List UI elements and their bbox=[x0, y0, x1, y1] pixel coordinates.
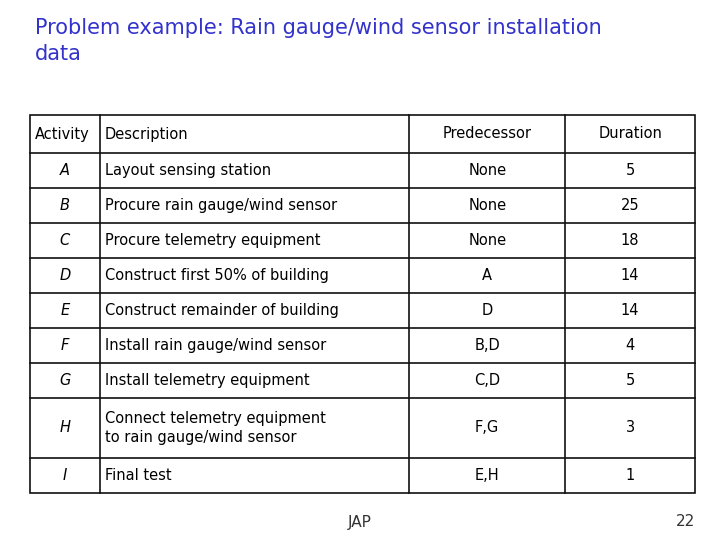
Text: Procure telemetry equipment: Procure telemetry equipment bbox=[105, 233, 320, 248]
Text: Construct remainder of building: Construct remainder of building bbox=[105, 303, 338, 318]
Text: Predecessor: Predecessor bbox=[443, 126, 531, 141]
Text: E: E bbox=[60, 303, 70, 318]
Text: Procure rain gauge/wind sensor: Procure rain gauge/wind sensor bbox=[105, 198, 337, 213]
Text: B,D: B,D bbox=[474, 338, 500, 353]
Text: C: C bbox=[60, 233, 70, 248]
Text: A: A bbox=[60, 163, 70, 178]
Text: 14: 14 bbox=[621, 268, 639, 283]
Text: F: F bbox=[60, 338, 69, 353]
Bar bbox=[30, 115, 695, 493]
Text: 4: 4 bbox=[626, 338, 635, 353]
Text: 3: 3 bbox=[626, 421, 635, 435]
Text: Install telemetry equipment: Install telemetry equipment bbox=[105, 373, 310, 388]
Text: Duration: Duration bbox=[598, 126, 662, 141]
Text: 1: 1 bbox=[626, 468, 635, 483]
Text: Problem example: Rain gauge/wind sensor installation
data: Problem example: Rain gauge/wind sensor … bbox=[35, 18, 602, 64]
Text: F,G: F,G bbox=[475, 421, 499, 435]
Text: D: D bbox=[482, 303, 492, 318]
Text: None: None bbox=[468, 198, 506, 213]
Text: JAP: JAP bbox=[348, 515, 372, 530]
Text: Activity: Activity bbox=[35, 126, 90, 141]
Text: 5: 5 bbox=[626, 163, 635, 178]
Text: D: D bbox=[59, 268, 71, 283]
Text: A: A bbox=[482, 268, 492, 283]
Text: I: I bbox=[63, 468, 67, 483]
Text: H: H bbox=[60, 421, 71, 435]
Text: Layout sensing station: Layout sensing station bbox=[105, 163, 271, 178]
Text: B: B bbox=[60, 198, 70, 213]
Text: 18: 18 bbox=[621, 233, 639, 248]
Text: Connect telemetry equipment
to rain gauge/wind sensor: Connect telemetry equipment to rain gaug… bbox=[105, 411, 325, 445]
Text: 25: 25 bbox=[621, 198, 639, 213]
Text: None: None bbox=[468, 233, 506, 248]
Text: E,H: E,H bbox=[475, 468, 500, 483]
Text: Construct first 50% of building: Construct first 50% of building bbox=[105, 268, 329, 283]
Text: Description: Description bbox=[105, 126, 189, 141]
Text: 14: 14 bbox=[621, 303, 639, 318]
Text: 22: 22 bbox=[676, 515, 695, 530]
Text: C,D: C,D bbox=[474, 373, 500, 388]
Text: G: G bbox=[59, 373, 71, 388]
Text: 5: 5 bbox=[626, 373, 635, 388]
Text: None: None bbox=[468, 163, 506, 178]
Text: Install rain gauge/wind sensor: Install rain gauge/wind sensor bbox=[105, 338, 326, 353]
Text: Final test: Final test bbox=[105, 468, 171, 483]
